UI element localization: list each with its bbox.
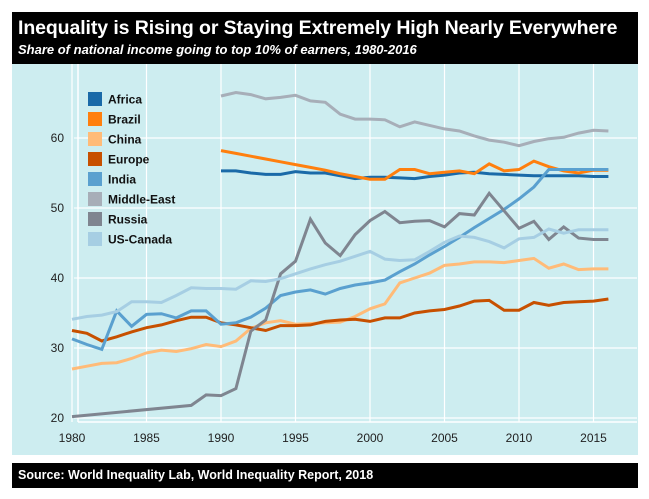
x-tick-label: 2005 bbox=[431, 431, 458, 445]
x-tick-label: 2010 bbox=[506, 431, 533, 445]
line-africa bbox=[221, 169, 609, 181]
legend-label: China bbox=[108, 133, 142, 147]
y-tick-label: 40 bbox=[51, 271, 65, 285]
legend-item: Middle-East bbox=[88, 192, 175, 207]
legend-item: Europe bbox=[88, 152, 150, 167]
legend-item: US-Canada bbox=[88, 232, 172, 247]
x-tick-label: 1985 bbox=[133, 431, 160, 445]
legend-label: Brazil bbox=[108, 113, 141, 127]
x-tick-label: 1990 bbox=[208, 431, 235, 445]
legend-label: Middle-East bbox=[108, 193, 175, 207]
series-lines bbox=[71, 90, 609, 419]
legend-item: China bbox=[88, 132, 142, 147]
legend-swatch bbox=[88, 212, 102, 226]
line-russia bbox=[71, 190, 609, 419]
y-tick-label: 50 bbox=[51, 201, 65, 215]
title-banner: Inequality is Rising or Staying Extremel… bbox=[12, 12, 638, 64]
line-europe bbox=[71, 297, 609, 343]
source-note: Source: World Inequality Lab, World Ineq… bbox=[18, 468, 374, 482]
legend-swatch bbox=[88, 152, 102, 166]
chart-title: Inequality is Rising or Staying Extremel… bbox=[18, 17, 618, 39]
legend-item: India bbox=[88, 172, 136, 187]
x-tick-label: 2000 bbox=[357, 431, 384, 445]
line-brazil bbox=[220, 149, 609, 181]
legend-label: Russia bbox=[108, 213, 148, 227]
legend-label: Europe bbox=[108, 153, 150, 167]
legend-item: Africa bbox=[88, 92, 142, 107]
legend: Africa Brazil China Europe India Middle-East R… bbox=[88, 92, 175, 247]
legend-item: Russia bbox=[88, 212, 148, 227]
legend-label: Africa bbox=[108, 93, 142, 107]
legend-label: India bbox=[108, 173, 136, 187]
line-chart: 20 30 40 50 60 1980 1985 1990 1995 2000 2005 2010 20… bbox=[51, 64, 637, 445]
legend-swatch bbox=[88, 92, 102, 106]
legend-label: US-Canada bbox=[108, 233, 172, 247]
line-middle-east bbox=[220, 90, 609, 148]
y-tick-label: 20 bbox=[51, 411, 65, 425]
legend-swatch bbox=[88, 112, 102, 126]
tick-labels: 20 30 40 50 60 1980 1985 1990 1995 2000 2005 2010 20… bbox=[51, 131, 608, 445]
chart-subtitle: Share of national income going to top 10… bbox=[18, 42, 417, 57]
legend-swatch bbox=[88, 192, 102, 206]
legend-swatch bbox=[88, 232, 102, 246]
x-tick-label: 1980 bbox=[59, 431, 86, 445]
source-banner: Source: World Inequality Lab, World Ineq… bbox=[12, 463, 638, 488]
legend-item: Brazil bbox=[88, 112, 141, 127]
line-india bbox=[71, 168, 609, 352]
line-china bbox=[71, 256, 609, 371]
legend-swatch bbox=[88, 172, 102, 186]
line-us-canada bbox=[71, 227, 609, 321]
plot-area: 20 30 40 50 60 1980 1985 1990 1995 2000 2005 2010 20… bbox=[12, 64, 638, 455]
legend-swatch bbox=[88, 132, 102, 146]
x-tick-label: 2015 bbox=[580, 431, 607, 445]
y-tick-label: 30 bbox=[51, 341, 65, 355]
x-tick-label: 1995 bbox=[282, 431, 309, 445]
y-tick-label: 60 bbox=[51, 131, 65, 145]
